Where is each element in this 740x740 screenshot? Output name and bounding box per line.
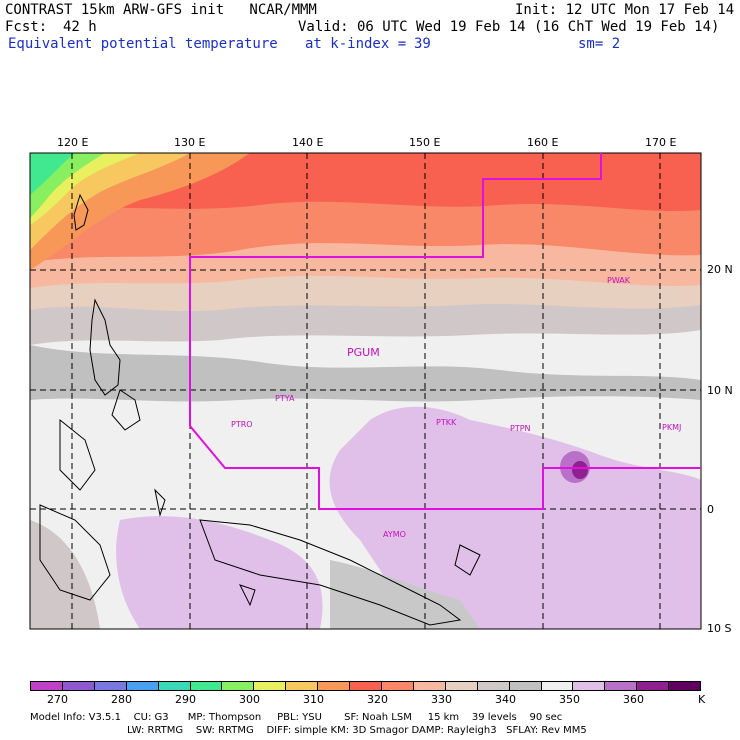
cbar-label-320: 320 — [367, 693, 388, 706]
colorbar-swatch — [350, 682, 382, 690]
level-label: at k-index = — [305, 36, 407, 52]
colorbar-swatch — [126, 682, 159, 690]
station-pgum: PGUM — [347, 346, 380, 359]
station-labels: PGUM PWAK PTYA PTRO PTKK PTPN PKMJ AYMO — [231, 276, 681, 539]
map-frame — [29, 152, 702, 630]
colorbar-swatch — [318, 682, 351, 690]
lat-label-0: 0 — [707, 503, 714, 516]
colorbar-swatch — [31, 682, 63, 690]
station-ptro: PTRO — [231, 420, 253, 429]
colorbar-swatch — [62, 682, 95, 690]
domain-boundary — [189, 153, 701, 510]
colorbar-swatch — [381, 682, 414, 690]
lon-label-120: 120 E — [57, 136, 89, 149]
lat-label-10s: 10 S — [707, 622, 732, 635]
colorbar — [30, 681, 701, 691]
colorbar-swatch — [669, 682, 701, 690]
lon-label-150: 150 E — [409, 136, 441, 149]
colorbar-swatch — [573, 682, 606, 690]
lat-label-10n: 10 N — [707, 384, 733, 397]
model-info-line1: Model Info: V3.5.1 CU: G3 MP: Thompson P… — [30, 712, 563, 723]
colorbar-swatch — [541, 682, 574, 690]
cbar-label-350: 350 — [559, 693, 580, 706]
colorbar-swatch — [637, 682, 670, 690]
colorbar-swatch — [158, 682, 191, 690]
lon-label-170: 170 E — [645, 136, 677, 149]
lat-label-20n: 20 N — [707, 263, 733, 276]
field-name: Equivalent potential temperature — [8, 36, 278, 52]
forecast-hour: 42 h — [63, 19, 97, 35]
init-time: Init: 12 UTC Mon 17 Feb 14 — [515, 2, 735, 18]
lon-label-160: 160 E — [527, 136, 559, 149]
plot-title: CONTRAST 15km ARW-GFS init NCAR/MMM — [5, 2, 317, 18]
lon-label-130: 130 E — [174, 136, 206, 149]
coastlines — [39, 193, 481, 626]
cbar-label-unit: K — [698, 693, 706, 706]
colorbar-swatch — [286, 682, 319, 690]
cbar-label-300: 300 — [239, 693, 260, 706]
theta-e-field — [30, 153, 701, 629]
forecast-label: Fcst: — [5, 19, 48, 35]
station-ptya: PTYA — [275, 394, 295, 403]
model-info-line2: LW: RRTMG SW: RRTMG DIFF: simple KM: 3D … — [127, 725, 587, 736]
cbar-label-340: 340 — [495, 693, 516, 706]
colorbar-swatch — [477, 682, 510, 690]
cbar-label-280: 280 — [111, 693, 132, 706]
colorbar-swatch — [222, 682, 255, 690]
colorbar-swatch — [605, 682, 638, 690]
smoothing-value: sm= 2 — [578, 36, 621, 52]
cbar-label-360: 360 — [623, 693, 644, 706]
station-ptkk: PTKK — [436, 418, 457, 427]
cbar-label-330: 330 — [431, 693, 452, 706]
station-pkmj: PKMJ — [662, 423, 681, 432]
colorbar-swatch — [94, 682, 127, 690]
colorbar-swatch — [254, 682, 287, 690]
colorbar-swatch — [190, 682, 223, 690]
colorbar-swatch — [413, 682, 446, 690]
station-aymo: AYMO — [383, 530, 406, 539]
lon-label-140: 140 E — [292, 136, 324, 149]
colorbar-labels: 270 280 290 300 310 320 330 340 350 360 … — [0, 693, 740, 707]
cbar-label-270: 270 — [47, 693, 68, 706]
colorbar-swatch — [509, 682, 542, 690]
cbar-label-310: 310 — [303, 693, 324, 706]
station-ptpn: PTPN — [510, 424, 531, 433]
valid-time: Valid: 06 UTC Wed 19 Feb 14 (16 ChT Wed … — [298, 19, 720, 35]
level-value: 39 — [414, 36, 431, 52]
colorbar-swatch — [445, 682, 478, 690]
station-pwak: PWAK — [607, 276, 631, 285]
cbar-label-290: 290 — [175, 693, 196, 706]
